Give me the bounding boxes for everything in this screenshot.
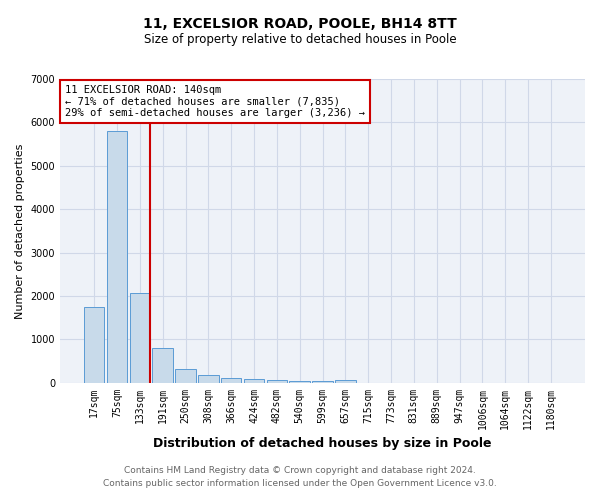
Bar (152, 348, 173, 382)
Bar (130, 294, 150, 382)
Bar (335, 380, 356, 382)
Bar (244, 380, 264, 382)
Text: 11 EXCELSIOR ROAD: 140sqm
← 71% of detached houses are smaller (7,835)
29% of se: 11 EXCELSIOR ROAD: 140sqm ← 71% of detac… (65, 85, 365, 118)
Bar (107, 131, 127, 382)
Text: 11, EXCELSIOR ROAD, POOLE, BH14 8TT: 11, EXCELSIOR ROAD, POOLE, BH14 8TT (143, 18, 457, 32)
Text: Size of property relative to detached houses in Poole: Size of property relative to detached ho… (143, 32, 457, 46)
Bar (221, 378, 241, 382)
Bar (175, 369, 196, 382)
X-axis label: Distribution of detached houses by size in Poole: Distribution of detached houses by size … (153, 437, 492, 450)
Text: Contains HM Land Registry data © Crown copyright and database right 2024.
Contai: Contains HM Land Registry data © Crown c… (103, 466, 497, 487)
Bar (84, 307, 104, 382)
Bar (266, 380, 287, 382)
Bar (198, 374, 218, 382)
Y-axis label: Number of detached properties: Number of detached properties (15, 143, 25, 318)
Bar (289, 381, 310, 382)
